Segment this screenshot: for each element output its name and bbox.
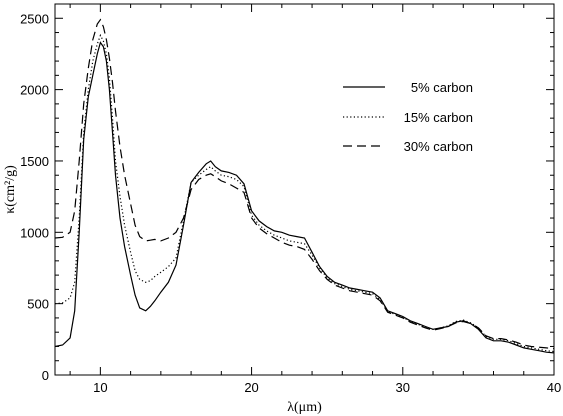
legend-label: 5% carbon: [411, 80, 473, 95]
x-axis-label: λ(μm): [287, 400, 322, 415]
y-tick-label: 1000: [20, 225, 49, 240]
y-tick-label: 500: [27, 297, 49, 312]
legend-label: 15% carbon: [404, 110, 473, 125]
x-tick-label: 40: [547, 380, 561, 395]
y-tick-label: 2000: [20, 83, 49, 98]
y-axis-label: κ(cm²/g): [3, 165, 18, 214]
x-tick-label: 10: [93, 380, 107, 395]
x-tick-label: 30: [396, 380, 410, 395]
x-tick-label: 20: [244, 380, 258, 395]
series-line-2: [54, 33, 555, 353]
y-tick-label: 1500: [20, 154, 49, 169]
plot-frame: [54, 3, 555, 376]
series-line-1: [54, 41, 555, 354]
legend: 5% carbon 15% carbon 30% carbon: [343, 80, 473, 154]
y-tick-label: 2500: [20, 11, 49, 26]
legend-label: 30% carbon: [404, 139, 473, 154]
y-tick-label: 0: [42, 368, 49, 383]
series-line-3: [54, 18, 555, 350]
series-lines: [54, 18, 555, 354]
axis-ticks: 10 20 30 40 0 500 1000 1500 2000 2500: [20, 4, 561, 395]
